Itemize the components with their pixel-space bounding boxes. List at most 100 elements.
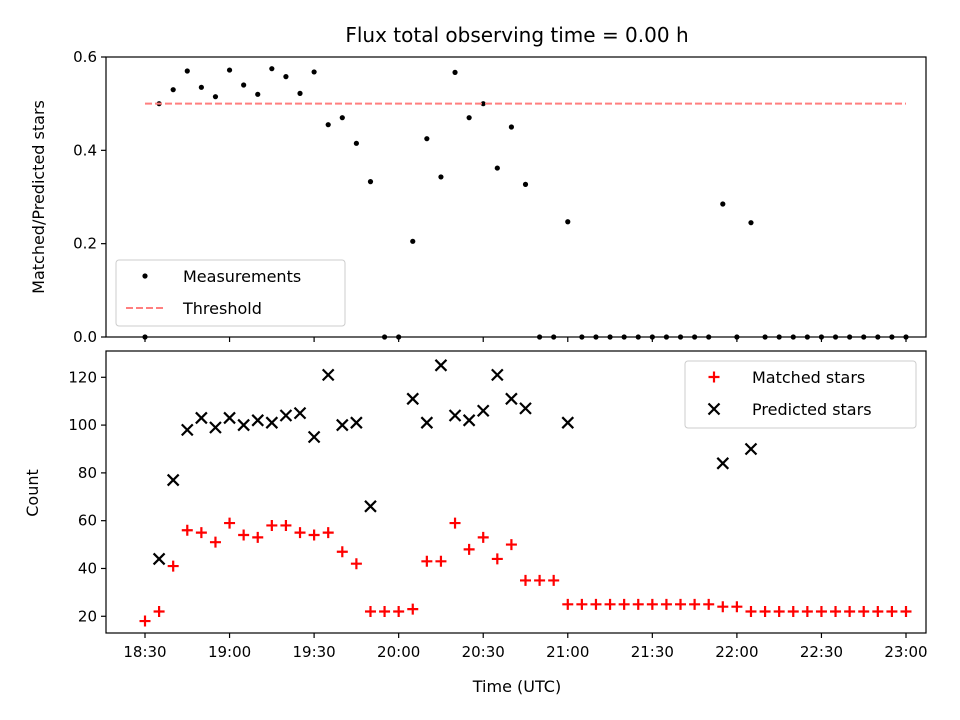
- legend-label-threshold: Threshold: [182, 299, 262, 318]
- predicted-stars-point: [181, 423, 194, 437]
- measurements-point: [226, 67, 233, 73]
- measurements-point: [198, 84, 204, 90]
- predicted-stars-point: [279, 409, 293, 422]
- matched-stars-point: [153, 605, 165, 617]
- legend-label-matched-stars: Matched stars: [752, 368, 865, 387]
- matched-stars-point: [886, 605, 898, 617]
- predicted-stars-point: [237, 418, 250, 432]
- matched-stars-point: [660, 598, 672, 610]
- legend-handle-measurements: [142, 273, 148, 279]
- matched-stars-point: [858, 605, 870, 617]
- matched-stars-point: [548, 574, 560, 586]
- y-tick-label: 0.4: [73, 141, 97, 159]
- predicted-stars-point: [406, 392, 420, 406]
- predicted-stars-point: [166, 473, 180, 487]
- predicted-stars-point: [195, 411, 208, 425]
- matched-stars-point: [238, 529, 250, 541]
- matched-stars-point: [308, 529, 320, 541]
- top-y-axis-label: Matched/Predicted stars: [29, 100, 48, 294]
- matched-stars-point: [181, 524, 193, 536]
- predicted-stars-point: [476, 404, 490, 418]
- predicted-stars-point: [420, 416, 434, 429]
- matched-stars-point: [872, 605, 884, 617]
- x-tick-label: 20:30: [462, 643, 505, 661]
- predicted-stars-point: [519, 402, 532, 415]
- matched-stars-point: [224, 517, 236, 529]
- measurements-point: [269, 66, 275, 72]
- predicted-stars-point: [505, 392, 518, 406]
- measurements-point: [367, 179, 374, 185]
- x-tick-label: 19:00: [208, 643, 251, 661]
- matched-stars-point: [534, 574, 546, 586]
- matched-stars-point: [801, 605, 813, 617]
- matched-stars-point: [463, 543, 475, 555]
- measurements-point: [720, 201, 726, 207]
- y-tick-label: 0.0: [73, 328, 97, 346]
- x-tick-label: 21:30: [631, 643, 674, 661]
- x-tick-label: 19:30: [292, 643, 335, 661]
- legend-frame: [115, 259, 346, 327]
- matched-stars-point: [590, 598, 602, 610]
- measurements-point: [522, 181, 529, 187]
- measurements-point: [353, 140, 359, 146]
- x-tick-label: 20:00: [377, 643, 420, 661]
- matched-stars-point: [646, 598, 658, 610]
- measurements-point: [508, 124, 515, 130]
- predicted-stars-point: [350, 416, 363, 429]
- measurements-point: [494, 165, 500, 171]
- measurements-point: [748, 220, 754, 226]
- measurements-point: [565, 219, 571, 225]
- predicted-stars-point: [491, 368, 504, 382]
- y-tick-label: 80: [78, 464, 97, 482]
- matched-stars-point: [505, 539, 517, 551]
- x-tick-label: 22:30: [800, 643, 843, 661]
- x-tick-label: 22:00: [715, 643, 758, 661]
- matched-stars-point: [618, 598, 630, 610]
- measurements-point: [170, 87, 176, 93]
- predicted-stars-point: [265, 416, 279, 429]
- matched-stars-point: [491, 553, 503, 565]
- plot-frame: [105, 56, 927, 338]
- matched-stars-point: [703, 598, 715, 610]
- legend-handle-predicted-stars: [707, 402, 721, 416]
- y-tick-label: 120: [68, 368, 97, 386]
- matched-stars-point: [787, 605, 799, 617]
- predicted-stars-point: [209, 421, 222, 434]
- measurements-point: [283, 74, 289, 80]
- predicted-stars-point: [364, 500, 377, 513]
- matched-stars-point: [773, 605, 785, 617]
- matched-stars-point: [844, 605, 856, 617]
- predicted-stars-point: [223, 411, 236, 425]
- legend: Matched stars Predicted stars: [684, 360, 917, 429]
- matched-stars-point: [830, 605, 842, 617]
- matched-stars-point: [407, 603, 419, 615]
- measurements-point: [184, 68, 190, 74]
- measurements-point: [241, 82, 247, 88]
- predicted-stars-point: [462, 414, 476, 427]
- y-tick-label: 100: [68, 416, 97, 434]
- matched-stars-point: [562, 598, 574, 610]
- measurements-point: [438, 174, 444, 180]
- matched-stars-point: [689, 598, 701, 610]
- measurements-point: [480, 101, 486, 107]
- x-tick-label: 18:30: [123, 643, 166, 661]
- bottom-panel: 20 40 60 80 100 120 18:30 19:00 19:30 20:00 20:30 2…: [68, 350, 928, 661]
- matched-stars-point: [209, 536, 221, 548]
- matched-stars-point: [745, 605, 757, 617]
- matched-stars-point: [421, 555, 433, 567]
- matched-stars-point: [717, 601, 729, 613]
- measurements-point: [311, 69, 317, 75]
- matched-stars-point: [294, 527, 306, 539]
- predicted-stars-point: [561, 416, 575, 429]
- matched-stars-point: [435, 555, 447, 567]
- predicted-stars-point: [152, 552, 166, 566]
- matched-stars-point: [393, 605, 405, 617]
- predicted-stars-point: [448, 409, 462, 422]
- legend-label-measurements: Measurements: [183, 267, 301, 286]
- matched-stars-point: [336, 546, 348, 558]
- matched-stars-point: [195, 527, 207, 539]
- matched-stars-point: [520, 574, 531, 586]
- matched-stars-point: [900, 605, 912, 617]
- matched-stars-point: [477, 531, 489, 543]
